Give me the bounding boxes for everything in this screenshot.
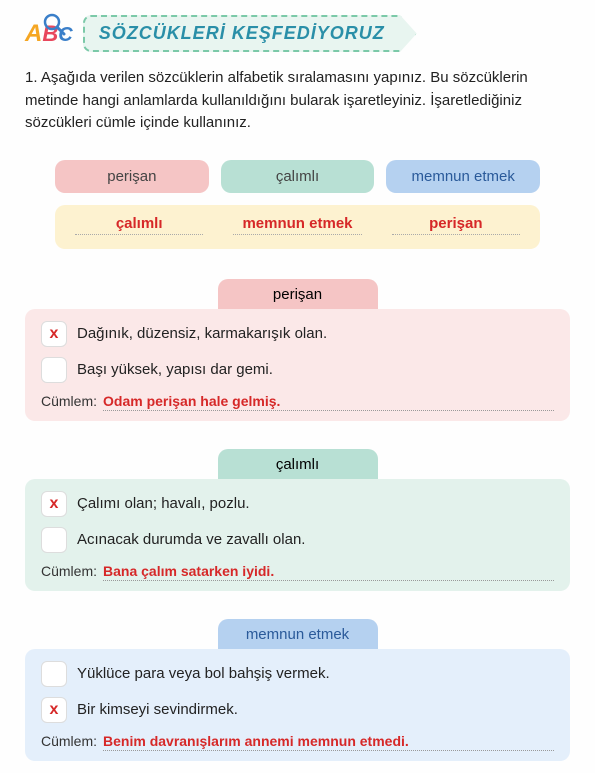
- sentence-label: Cümlem:: [41, 733, 97, 749]
- alphabetical-answer-box: çalımlı memnun etmek perişan: [55, 205, 540, 249]
- logo-letter-a: A: [25, 20, 42, 48]
- sentence-answer: Odam perişan hale gelmiş.: [103, 393, 554, 411]
- checkbox[interactable]: x: [41, 697, 67, 723]
- option-text: Başı yüksek, yapısı dar gemi.: [77, 361, 273, 378]
- option-text: Çalımı olan; havalı, pozlu.: [77, 495, 250, 512]
- header-banner: A B C SÖZCÜKLERİ KEŞFEDİYORUZ: [25, 15, 570, 52]
- definition-block-calimli: çalımlı x Çalımı olan; havalı, pozlu. Ac…: [25, 449, 570, 591]
- definition-block-perisan: perişan x Dağınık, düzensiz, karmakarışı…: [25, 279, 570, 421]
- sentence-label: Cümlem:: [41, 563, 97, 579]
- sentence-label: Cümlem:: [41, 393, 97, 409]
- option-row: Yüklüce para veya bol bahşiş vermek.: [41, 661, 554, 687]
- checkbox[interactable]: x: [41, 321, 67, 347]
- option-text: Dağınık, düzensiz, karmakarışık olan.: [77, 325, 327, 342]
- sentence-row: Cümlem: Benim davranışlarım annemi memnu…: [41, 733, 554, 751]
- option-row: x Bir kimseyi sevindirmek.: [41, 697, 554, 723]
- instruction-number: 1.: [25, 69, 38, 86]
- instruction-text: 1. Aşağıda verilen sözcüklerin alfabetik…: [25, 67, 570, 135]
- answer-1: çalımlı: [75, 215, 203, 235]
- def-header: memnun etmek: [218, 619, 378, 650]
- def-header: çalımlı: [218, 449, 378, 480]
- definition-block-memnun: memnun etmek Yüklüce para veya bol bahşi…: [25, 619, 570, 761]
- sentence-answer: Bana çalım satarken iyidi.: [103, 563, 554, 581]
- def-body: x Çalımı olan; havalı, pozlu. Acınacak d…: [25, 479, 570, 591]
- word-pill-perisan: perişan: [55, 160, 209, 193]
- option-row: x Çalımı olan; havalı, pozlu.: [41, 491, 554, 517]
- word-pills-row: perişan çalımlı memnun etmek: [25, 160, 570, 193]
- word-pill-memnun: memnun etmek: [386, 160, 540, 193]
- checkbox[interactable]: x: [41, 491, 67, 517]
- page-title: SÖZCÜKLERİ KEŞFEDİYORUZ: [83, 15, 417, 52]
- checkbox[interactable]: [41, 527, 67, 553]
- checkbox[interactable]: [41, 661, 67, 687]
- answer-2: memnun etmek: [233, 215, 361, 235]
- word-pill-calimli: çalımlı: [221, 160, 375, 193]
- instruction-body: Aşağıda verilen sözcüklerin alfabetik sı…: [25, 69, 528, 131]
- option-row: Başı yüksek, yapısı dar gemi.: [41, 357, 554, 383]
- option-row: x Dağınık, düzensiz, karmakarışık olan.: [41, 321, 554, 347]
- option-text: Bir kimseyi sevindirmek.: [77, 701, 238, 718]
- sentence-row: Cümlem: Odam perişan hale gelmiş.: [41, 393, 554, 411]
- option-row: Acınacak durumda ve zavallı olan.: [41, 527, 554, 553]
- sentence-row: Cümlem: Bana çalım satarken iyidi.: [41, 563, 554, 581]
- option-text: Acınacak durumda ve zavallı olan.: [77, 531, 305, 548]
- def-body: x Dağınık, düzensiz, karmakarışık olan. …: [25, 309, 570, 421]
- def-body: Yüklüce para veya bol bahşiş vermek. x B…: [25, 649, 570, 761]
- answer-3: perişan: [392, 215, 520, 235]
- option-text: Yüklüce para veya bol bahşiş vermek.: [77, 665, 330, 682]
- sentence-answer: Benim davranışlarım annemi memnun etmedi…: [103, 733, 554, 751]
- checkbox[interactable]: [41, 357, 67, 383]
- magnifier-icon: [42, 12, 68, 38]
- def-header: perişan: [218, 279, 378, 310]
